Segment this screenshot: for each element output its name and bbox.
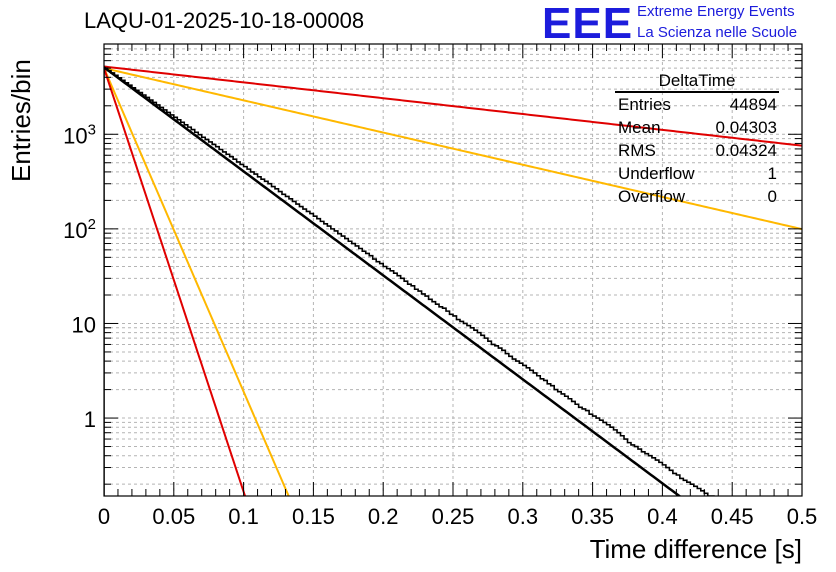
y-axis-label: Entries/bin <box>6 59 36 182</box>
y-tick-label: 1 <box>84 407 96 432</box>
eee-logo: EEE <box>542 0 634 48</box>
series-line-fit <box>104 66 682 496</box>
y-tick-label: 102 <box>63 216 96 243</box>
stats-row: RMS 0.04324 <box>611 139 777 162</box>
logo-line-2: La Scienza nelle Scuole <box>637 24 798 41</box>
stats-value: 0.04324 <box>715 141 777 160</box>
chart-title: LAQU-01-2025-10-18-00008 <box>84 8 365 33</box>
series-line-orange-fast <box>104 67 290 496</box>
stats-value: 1 <box>767 164 777 183</box>
stats-row: Underflow 1 <box>611 162 777 185</box>
stats-label: Mean <box>618 118 661 137</box>
stats-value: 0 <box>767 187 777 206</box>
x-tick-label: 0.2 <box>368 504 399 529</box>
stats-value: 0.04303 <box>715 118 777 137</box>
stats-label: RMS <box>618 141 656 160</box>
histogram-layer <box>104 67 715 496</box>
stats-row: Entries 44894 <box>611 93 777 116</box>
y-tick-base: 10 <box>63 218 87 243</box>
x-tick-label: 0.3 <box>508 504 539 529</box>
x-tick-label: 0.45 <box>711 504 754 529</box>
x-tick-label: 0.5 <box>787 504 818 529</box>
x-tick-label: 0.25 <box>432 504 475 529</box>
y-tick-base: 10 <box>63 123 87 148</box>
y-tick-label: 10 <box>72 312 96 337</box>
x-tick-label: 0.15 <box>292 504 335 529</box>
stats-label: Underflow <box>618 164 695 183</box>
logo-line-1: Extreme Energy Events <box>637 3 795 20</box>
x-axis-label: Time difference [s] <box>589 534 802 564</box>
stats-box: DeltaTime Entries 44894 Mean 0.04303 RMS… <box>611 70 779 208</box>
stats-value: 44894 <box>729 95 777 114</box>
y-tick-exponent: 3 <box>88 121 96 138</box>
stats-title: DeltaTime <box>615 70 779 93</box>
y-tick-label: 103 <box>63 121 96 148</box>
x-tick-label: 0.1 <box>228 504 259 529</box>
tick-labels: 0 0.05 0.1 0.15 0.2 0.25 0.3 0.35 0.4 0.45 0.51101… <box>63 121 817 529</box>
stats-label: Overflow <box>618 187 686 206</box>
series-line-red-fast <box>104 67 247 496</box>
histogram-outline <box>104 67 715 496</box>
x-tick-label: 0 <box>98 504 110 529</box>
series-line-orange-slow <box>104 67 802 231</box>
x-tick-label: 0.05 <box>152 504 195 529</box>
stats-row: Mean 0.04303 <box>611 116 777 139</box>
series-layer <box>104 65 802 496</box>
x-tick-label: 0.4 <box>647 504 678 529</box>
x-tick-label: 0.35 <box>571 504 614 529</box>
stats-label: Entries <box>618 95 671 114</box>
series-line-red-slow <box>104 65 802 147</box>
stats-row: Overflow 0 <box>611 185 777 208</box>
axes-layer <box>103 43 803 497</box>
y-tick-exponent: 2 <box>88 216 96 233</box>
